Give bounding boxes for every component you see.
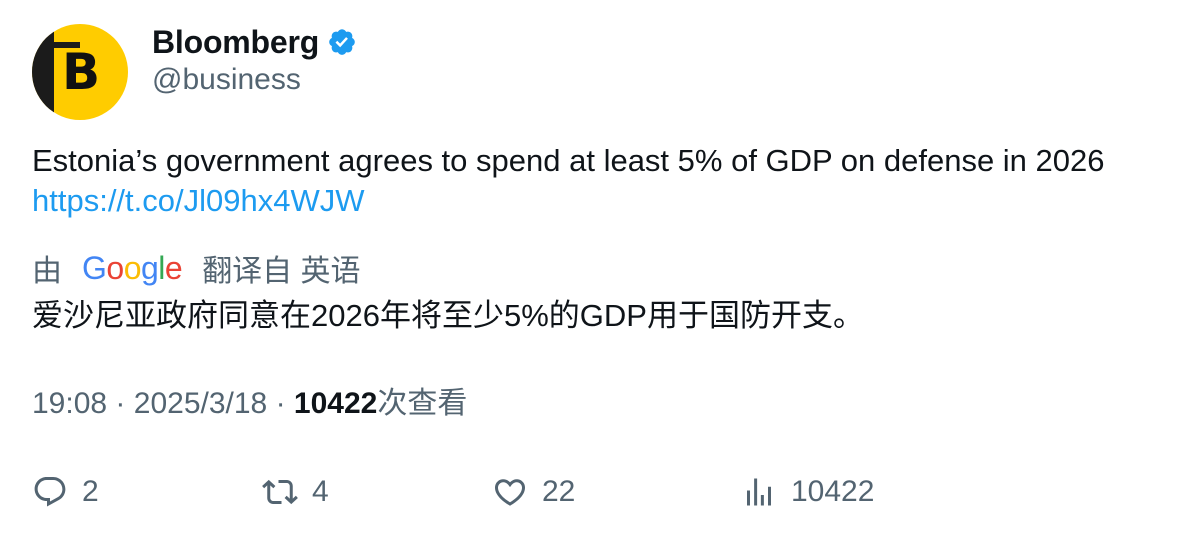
avatar[interactable]: B — [32, 24, 128, 120]
like-button[interactable]: 22 — [492, 472, 575, 512]
tweet-body: Estonia’s government agrees to spend at … — [32, 141, 1172, 221]
translated-from-label[interactable]: 翻译自 英语 — [202, 255, 361, 288]
repost-button[interactable]: 4 — [262, 472, 329, 512]
views-button[interactable]: 10422 — [741, 472, 874, 512]
repost-count: 4 — [312, 475, 329, 508]
reply-button[interactable]: 2 — [32, 472, 99, 512]
tweet-text: Estonia’s government agrees to spend at … — [32, 143, 1105, 178]
google-logo: Google — [82, 249, 183, 286]
tweet-date[interactable]: 2025/3/18 — [133, 387, 268, 420]
meta-separator: · — [275, 387, 286, 420]
views-count: 10422 — [791, 475, 875, 508]
author-name-row: Bloomberg — [152, 23, 357, 61]
reply-icon — [34, 477, 66, 507]
analytics-icon — [747, 478, 771, 506]
verified-badge-icon[interactable] — [327, 27, 357, 57]
translated-by-label: 由 — [32, 255, 62, 288]
author-handle[interactable]: @business — [152, 63, 301, 96]
reply-count: 2 — [82, 475, 99, 508]
like-count: 22 — [542, 475, 576, 508]
heart-icon — [494, 479, 526, 506]
tweet-time[interactable]: 19:08 — [32, 387, 108, 420]
views-label: 次查看 — [377, 387, 468, 420]
avatar-tab — [54, 42, 80, 48]
tweet-link[interactable]: https://t.co/Jl09hx4WJW — [32, 183, 365, 218]
meta-separator: · — [115, 387, 126, 420]
translated-text: 爱沙尼亚政府同意在2026年将至少5%的GDP用于国防开支。 — [32, 298, 864, 333]
avatar-shade — [32, 24, 54, 120]
repost-icon — [262, 479, 298, 505]
tweet-meta: 19:08 · 2025/3/18 · 10422次查看 — [32, 384, 467, 424]
author-name[interactable]: Bloomberg — [152, 23, 320, 60]
view-count: 10422 — [293, 387, 378, 420]
translation-attribution: 由 Google 翻译自 英语 — [32, 248, 361, 289]
avatar-letter: B — [61, 43, 101, 101]
